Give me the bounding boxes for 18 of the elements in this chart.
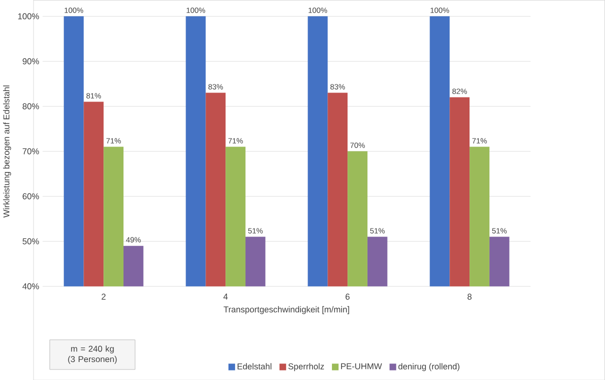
- x-tick-label: 4: [223, 294, 228, 300]
- y-tick-label: 90%: [22, 58, 39, 64]
- x-tick-label: 8: [468, 294, 472, 300]
- y-tick-label: 100%: [18, 13, 39, 20]
- x-axis-title: Transportgeschwindigkeit [m/min]: [224, 306, 350, 314]
- legend-label: Sperrholz: [288, 363, 324, 371]
- legend-label: Edelstahl: [238, 363, 272, 370]
- y-tick-label: 70%: [22, 148, 39, 154]
- y-tick-label: 50%: [22, 238, 39, 244]
- y-tick-label: 60%: [22, 193, 39, 200]
- y-axis-title: Wirkleistung bezogen auf Edelstahl: [3, 85, 12, 218]
- legend-label: PE-UHMW: [341, 363, 382, 370]
- y-tick-label: 80%: [22, 103, 39, 110]
- legend-label: denirug (rollend): [398, 363, 460, 371]
- x-tick-label: 6: [346, 294, 350, 300]
- x-tick-label: 2: [102, 294, 106, 300]
- y-tick-label: 40%: [22, 283, 39, 290]
- text: m = 240 kg (3 Personen): [68, 345, 117, 364]
